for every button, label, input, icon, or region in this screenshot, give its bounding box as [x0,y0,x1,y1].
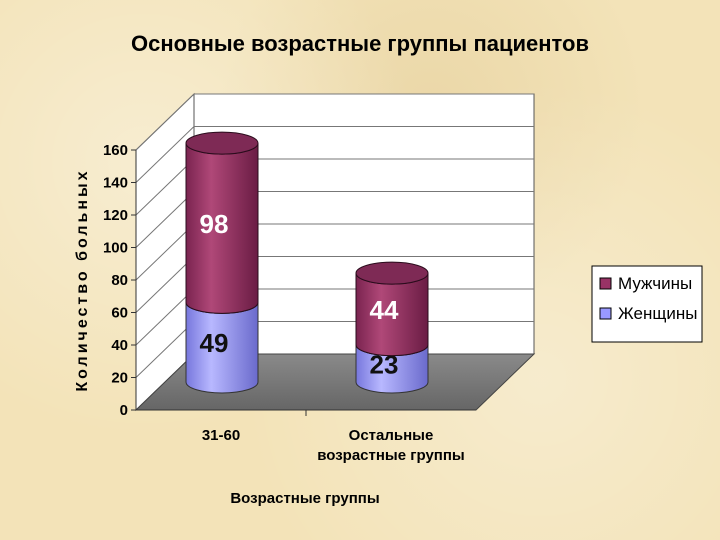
y-tick-label: 80 [111,272,128,289]
y-tick-label: 120 [103,207,128,224]
y-tick-label: 140 [103,175,128,192]
x-tick-label-line: 31-60 [202,427,240,444]
y-tick-label: 0 [120,402,128,419]
plot-area: 0 20 40 60 80 100 120 140 160 31-60 Остальные возра… [103,92,536,464]
legend-label: Мужчины [618,274,692,293]
data-label: 49 [200,328,229,358]
y-tick-label: 100 [103,240,128,257]
chart-title: Основные возрастные группы пациентов [131,31,589,56]
y-tick-label: 20 [111,370,128,387]
x-tick-label: 31-60 [202,427,240,444]
legend-swatch [599,277,612,290]
legend-swatch [599,307,612,320]
y-tick-label: 160 [103,142,128,159]
y-tick-label: 40 [111,337,128,354]
x-tick-label-line: возрастные группы [317,447,465,464]
legend: Мужчины Женщины [591,265,703,343]
gridline [135,126,534,183]
x-tick-label: Остальные возрастные группы [317,427,465,464]
y-axis-label: Количество больных [74,168,91,391]
data-label: 98 [200,209,229,239]
y-tick-label: 60 [111,305,128,322]
gridline [135,93,534,151]
data-label: 44 [370,295,399,325]
legend-label: Женщины [618,304,697,323]
bar-segment-top [355,261,429,285]
bar-segment-top [185,131,259,155]
x-tick-label-line: Остальные [349,427,434,444]
x-axis-label: Возрастные группы [230,490,379,507]
